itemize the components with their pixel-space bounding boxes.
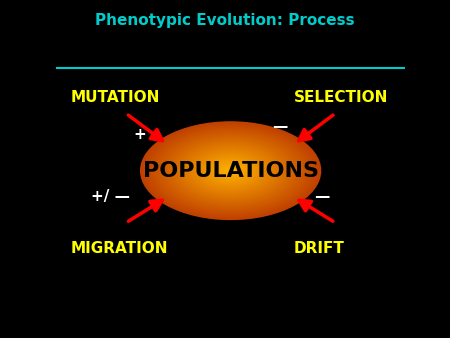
Ellipse shape: [212, 161, 249, 180]
Ellipse shape: [225, 168, 236, 174]
Ellipse shape: [157, 130, 304, 211]
Ellipse shape: [150, 127, 311, 215]
Ellipse shape: [153, 129, 308, 213]
Ellipse shape: [193, 150, 268, 191]
Ellipse shape: [218, 164, 243, 177]
Ellipse shape: [171, 138, 291, 203]
Ellipse shape: [216, 163, 245, 179]
Ellipse shape: [190, 148, 271, 193]
Ellipse shape: [208, 158, 253, 183]
Ellipse shape: [206, 157, 256, 184]
Ellipse shape: [155, 129, 306, 212]
Ellipse shape: [209, 159, 252, 183]
Ellipse shape: [175, 140, 286, 201]
Ellipse shape: [166, 136, 295, 206]
Ellipse shape: [180, 143, 282, 198]
Ellipse shape: [144, 123, 318, 218]
Ellipse shape: [207, 158, 254, 184]
Ellipse shape: [151, 127, 310, 214]
Ellipse shape: [202, 155, 259, 186]
Ellipse shape: [188, 147, 274, 194]
Ellipse shape: [203, 156, 258, 186]
Ellipse shape: [191, 149, 270, 192]
Text: SELECTION: SELECTION: [293, 90, 388, 105]
Ellipse shape: [160, 132, 301, 209]
Ellipse shape: [197, 152, 265, 189]
Text: +/ —: +/ —: [91, 189, 130, 204]
Ellipse shape: [140, 121, 321, 220]
Ellipse shape: [162, 134, 299, 208]
Ellipse shape: [167, 136, 294, 205]
Text: MUTATION: MUTATION: [70, 90, 160, 105]
Ellipse shape: [146, 124, 315, 217]
Ellipse shape: [195, 151, 266, 190]
Ellipse shape: [189, 148, 273, 194]
Ellipse shape: [184, 145, 277, 196]
Ellipse shape: [230, 170, 232, 171]
Ellipse shape: [224, 167, 238, 174]
Ellipse shape: [215, 162, 247, 179]
Ellipse shape: [226, 168, 235, 173]
Ellipse shape: [185, 146, 276, 195]
Ellipse shape: [169, 137, 292, 204]
Ellipse shape: [210, 160, 251, 182]
Ellipse shape: [173, 139, 288, 202]
Ellipse shape: [153, 128, 309, 213]
Ellipse shape: [168, 137, 293, 205]
Ellipse shape: [217, 163, 244, 178]
Text: —: —: [273, 119, 288, 134]
Ellipse shape: [219, 165, 242, 177]
Ellipse shape: [201, 154, 260, 187]
Text: MIGRATION: MIGRATION: [70, 241, 168, 256]
Ellipse shape: [220, 165, 241, 176]
Text: —: —: [314, 189, 330, 204]
Ellipse shape: [164, 134, 297, 207]
Ellipse shape: [147, 125, 315, 216]
Ellipse shape: [194, 151, 267, 191]
Ellipse shape: [149, 126, 312, 215]
Ellipse shape: [181, 144, 280, 198]
Ellipse shape: [176, 141, 285, 200]
Ellipse shape: [177, 142, 284, 200]
Ellipse shape: [174, 140, 287, 201]
Ellipse shape: [148, 126, 313, 216]
Ellipse shape: [192, 150, 269, 192]
Ellipse shape: [227, 169, 234, 172]
Ellipse shape: [142, 122, 319, 219]
Ellipse shape: [223, 166, 238, 175]
Ellipse shape: [212, 160, 250, 181]
Ellipse shape: [179, 142, 283, 199]
Ellipse shape: [165, 135, 297, 207]
Ellipse shape: [144, 124, 317, 218]
Ellipse shape: [183, 145, 278, 197]
Ellipse shape: [228, 169, 233, 172]
Text: DRIFT: DRIFT: [293, 241, 344, 256]
Ellipse shape: [162, 133, 300, 209]
Text: POPULATIONS: POPULATIONS: [143, 161, 319, 181]
Ellipse shape: [200, 154, 261, 187]
Ellipse shape: [182, 144, 279, 197]
Ellipse shape: [221, 166, 240, 176]
Ellipse shape: [205, 156, 256, 185]
Ellipse shape: [198, 153, 264, 189]
Ellipse shape: [159, 132, 302, 210]
Ellipse shape: [199, 153, 262, 188]
Ellipse shape: [158, 131, 303, 210]
Ellipse shape: [172, 139, 289, 203]
Ellipse shape: [141, 122, 320, 219]
Ellipse shape: [186, 147, 275, 195]
Ellipse shape: [156, 130, 306, 212]
Text: +: +: [133, 127, 146, 142]
Ellipse shape: [214, 162, 248, 180]
Text: Phenotypic Evolution: Process: Phenotypic Evolution: Process: [95, 13, 355, 28]
